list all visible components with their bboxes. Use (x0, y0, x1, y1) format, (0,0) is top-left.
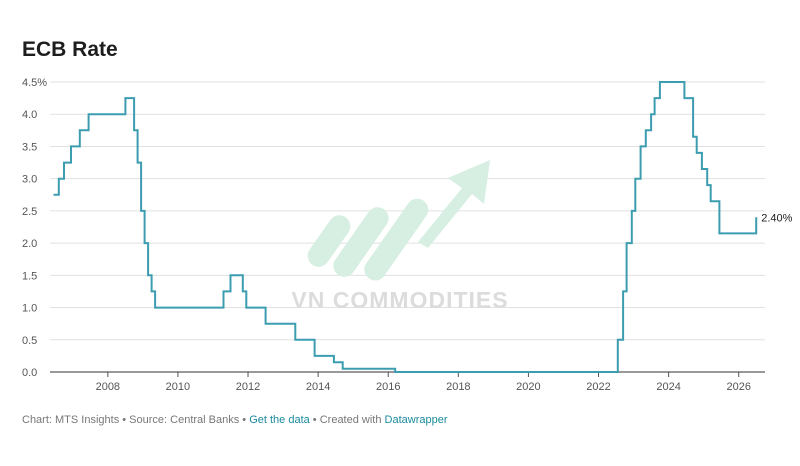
watermark-bar-3 (364, 198, 429, 281)
y-tick-label: 4.0 (22, 109, 37, 121)
watermark-bar-1 (307, 215, 351, 267)
x-tick-label: 2014 (306, 381, 330, 393)
x-tick-label: 2010 (166, 381, 190, 393)
watermark: VN COMMODITIES (291, 160, 508, 313)
watermark-arrow-icon (418, 160, 490, 248)
footer-separator: • (309, 414, 320, 426)
footer-separator: • (119, 414, 130, 426)
footer-created-with: Created with (319, 414, 382, 426)
watermark-bar-2 (333, 207, 389, 277)
y-tick-label: 3.5 (22, 141, 37, 153)
y-tick-label: 2.5 (22, 206, 37, 218)
y-tick-label: 2.0 (22, 238, 37, 250)
x-tick-label: 2018 (446, 381, 470, 393)
y-tick-label: 4.5% (22, 77, 47, 89)
x-tick-label: 2016 (376, 381, 400, 393)
y-tick-label: 0.5 (22, 335, 37, 347)
get-data-link[interactable]: Get the data (249, 414, 310, 426)
footer-separator: • (239, 414, 250, 426)
x-tick-label: 2008 (96, 381, 120, 393)
x-tick-label: 2012 (236, 381, 260, 393)
chart-title: ECB Rate (22, 38, 118, 61)
chart-footer: Chart: MTS Insights • Source: Central Ba… (22, 414, 448, 426)
x-tick-label: 2022 (586, 381, 610, 393)
y-axis-ticks: 0.0 0.5 1.0 1.5 2.0 2.5 3.0 3.5 4.0 4.5% (22, 77, 47, 379)
y-tick-label: 1.0 (22, 303, 37, 315)
y-tick-label: 1.5 (22, 270, 37, 282)
y-tick-label: 0.0 (22, 367, 37, 379)
x-axis-ticks: 2008 2010 2012 2014 2016 2018 2020 2022 2024 2026 (96, 372, 751, 393)
end-value-label: 2.40% (761, 212, 792, 224)
footer-source: Source: Central Banks (129, 414, 240, 426)
series-line-ecb-rate (53, 81, 758, 373)
x-tick-label: 2026 (726, 381, 750, 393)
y-tick-label: 3.0 (22, 174, 37, 186)
footer-chart-credit: Chart: MTS Insights (22, 414, 120, 426)
x-tick-label: 2024 (656, 381, 680, 393)
datawrapper-link[interactable]: Datawrapper (384, 414, 448, 426)
x-tick-label: 2020 (516, 381, 540, 393)
watermark-text: VN COMMODITIES (291, 287, 508, 313)
